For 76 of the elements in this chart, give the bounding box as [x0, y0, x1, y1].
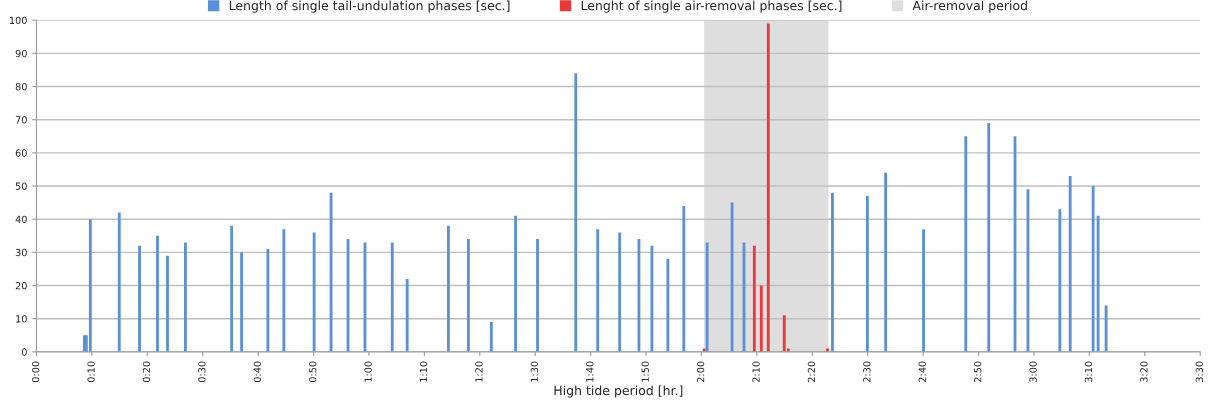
bar: [240, 252, 244, 352]
x-tick-label: 2:50: [973, 361, 982, 382]
bar: [1058, 209, 1062, 352]
bar: [884, 172, 888, 352]
bar: [964, 136, 968, 352]
bar: [574, 73, 578, 352]
bar: [1104, 305, 1108, 352]
bar: [230, 225, 234, 352]
bar: [596, 229, 600, 352]
bar: [766, 23, 770, 352]
bar: [1096, 215, 1100, 352]
y-tick-label: 70: [15, 116, 27, 124]
y-tick-label: 20: [15, 281, 27, 290]
bar: [117, 212, 121, 352]
bar: [922, 229, 925, 352]
x-tick-label: 0:00: [31, 361, 40, 383]
x-tick-label: 3:00: [1029, 361, 1037, 382]
x-tick-label: 2:20: [807, 361, 816, 382]
legend-label: Length of single tail-undulation phases [sec.]: [229, 0, 510, 13]
x-tick-label: 0:40: [253, 361, 261, 383]
bar: [88, 219, 92, 352]
x-tick-label: 3:10: [1084, 361, 1093, 382]
y-tick-label: 80: [15, 83, 27, 91]
legend-label: Lenght of single air-removal phases [sec.]: [581, 0, 842, 13]
y-tick-label: 100: [9, 16, 27, 25]
y-tick-label: 60: [15, 149, 27, 157]
x-tick-label: 0:30: [198, 361, 206, 383]
bar: [782, 315, 786, 352]
x-axis-title: High tide period [hr.]: [554, 385, 683, 398]
bar: [536, 239, 539, 352]
bar: [752, 245, 756, 352]
bar: [514, 215, 518, 352]
bar: [666, 258, 670, 352]
x-tick-label: 3:20: [1140, 361, 1148, 382]
y-tick-label: 50: [15, 182, 27, 190]
x-tick-label: 2:40: [918, 361, 926, 382]
bar: [166, 255, 169, 352]
x-tick-label: 1:30: [530, 361, 539, 382]
bar: [1091, 186, 1095, 352]
bar: [489, 322, 493, 352]
bar: [282, 229, 286, 352]
x-tick-label: 1:00: [364, 361, 372, 382]
bar: [138, 245, 141, 352]
y-tick-label: 10: [16, 315, 27, 323]
bar: [1068, 176, 1072, 352]
bar: [865, 195, 869, 352]
bar: [266, 249, 270, 352]
x-tick-label: 2:10: [752, 361, 760, 382]
x-tick-label: 2:30: [863, 361, 871, 382]
x-tick-label: 3:30: [1195, 361, 1204, 382]
bar: [156, 235, 159, 352]
x-tick-label: 1:10: [419, 361, 428, 382]
bar: [682, 205, 686, 352]
bar: [184, 242, 187, 352]
y-tick-label: 30: [15, 248, 27, 257]
bar: [447, 225, 450, 352]
bar: [618, 232, 622, 352]
x-tick-label: 1:50: [641, 361, 649, 382]
x-tick-label: 0:10: [87, 361, 95, 383]
x-tick-label: 1:20: [475, 361, 483, 382]
bar: [705, 242, 709, 352]
legend-label: Air-removal period: [912, 0, 1027, 13]
bar: [831, 192, 834, 352]
x-tick-label: 0:20: [142, 361, 151, 383]
bar: [405, 278, 409, 352]
y-tick-label: 0: [21, 348, 27, 356]
x-tick-label: 1:40: [586, 361, 594, 382]
bar: [759, 285, 763, 352]
bar: [466, 239, 470, 352]
x-tick-label: 0:50: [309, 361, 317, 383]
x-tick-label: 2:00: [696, 361, 705, 382]
bar: [312, 232, 316, 352]
bar: [390, 242, 394, 352]
y-tick-label: 40: [15, 215, 27, 224]
bar: [987, 123, 991, 352]
y-tick-label: 90: [15, 49, 27, 58]
